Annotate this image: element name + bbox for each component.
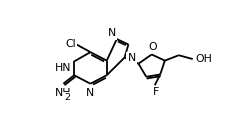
Text: NH: NH (55, 88, 72, 98)
Text: Cl: Cl (65, 39, 76, 49)
Text: N: N (108, 28, 116, 38)
Text: F: F (152, 87, 159, 97)
Text: N: N (86, 88, 95, 98)
Text: OH: OH (195, 54, 212, 64)
Text: N: N (128, 53, 136, 63)
Text: 2: 2 (64, 93, 70, 102)
Text: O: O (148, 42, 157, 52)
Text: HN: HN (54, 63, 71, 73)
